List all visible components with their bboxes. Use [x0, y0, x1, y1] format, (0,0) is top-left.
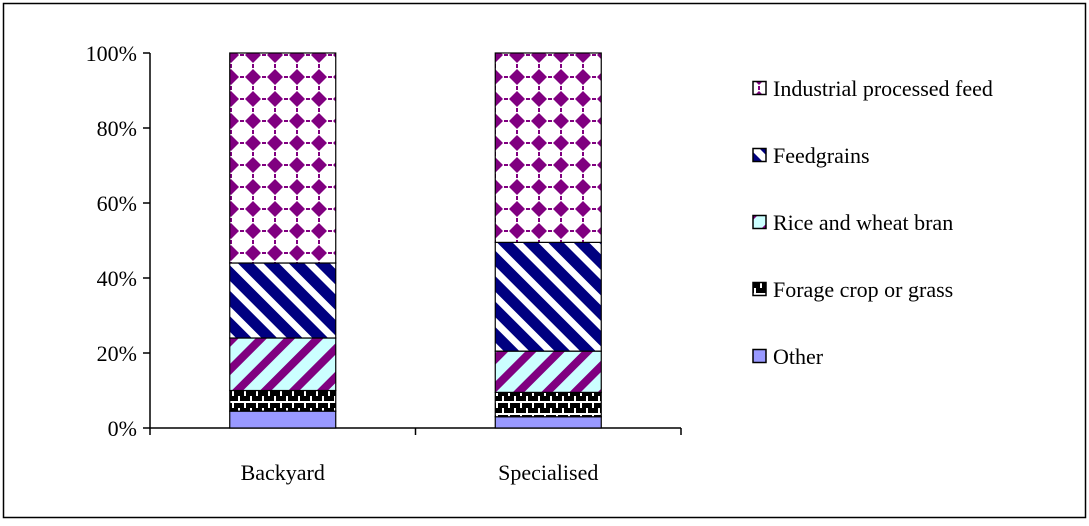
bar-segment-rice-and-wheat-bran-specialised: [494, 350, 602, 393]
legend: Industrial processed feed Feedgrains Rice …: [752, 76, 993, 369]
bar-segment-other-backyard: [229, 410, 337, 429]
legend-label: Other: [773, 344, 824, 369]
bar-segment-other-specialised: [494, 416, 602, 429]
y-tick-label: 80%: [97, 116, 137, 141]
x-axis-labels: Backyard Specialised: [241, 460, 599, 485]
bar-segment-rice-and-wheat-bran-backyard: [229, 337, 337, 392]
legend-label: Industrial processed feed: [773, 76, 993, 101]
legend-swatch: [752, 281, 767, 297]
y-tick-label: 100%: [86, 41, 137, 66]
bar-segment-forage-crop-or-grass-backyard: [229, 389, 337, 412]
y-tick-label: 20%: [97, 341, 137, 366]
x-axis-ticks: [149, 428, 682, 435]
bar-segments: [229, 52, 602, 429]
bar-segment-forage-crop-or-grass-specialised: [494, 391, 602, 418]
x-tick-label: Backyard: [241, 460, 325, 485]
y-tick-label: 0%: [108, 416, 137, 441]
y-tick-label: 60%: [97, 191, 137, 216]
legend-swatch: [752, 348, 767, 364]
legend-label: Feedgrains: [773, 143, 870, 168]
legend-swatch: [752, 80, 767, 96]
bar-segment-feedgrains-backyard: [229, 262, 337, 339]
legend-swatch: [752, 214, 767, 230]
bar-segment-industrial-processed-feed-backyard: [229, 52, 337, 264]
legend-swatch: [752, 147, 767, 163]
bar-segment-industrial-processed-feed-specialised: [494, 52, 602, 243]
legend-label: Rice and wheat bran: [773, 210, 953, 235]
y-axis-ticks: 0% 20% 40% 60% 80% 100%: [86, 41, 150, 441]
legend-label: Forage crop or grass: [773, 277, 953, 302]
y-tick-label: 40%: [97, 266, 137, 291]
x-tick-label: Specialised: [498, 460, 598, 485]
bar-segment-feedgrains-specialised: [494, 241, 602, 352]
